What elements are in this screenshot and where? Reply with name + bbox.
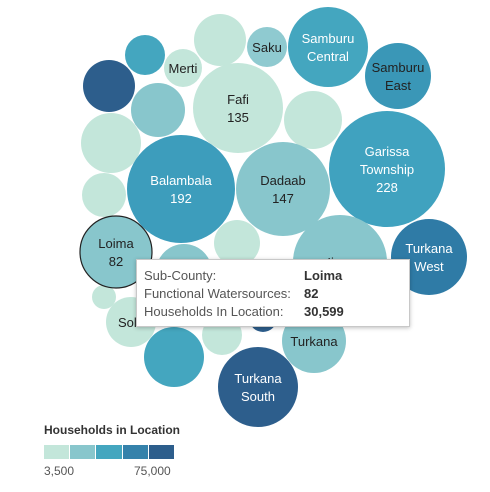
tooltip: Sub-County: Loima Functional Watersource… bbox=[136, 259, 410, 327]
bubble-circle[interactable] bbox=[127, 135, 235, 243]
bubble-unlabeled-20[interactable] bbox=[82, 173, 126, 217]
tooltip-key: Households In Location: bbox=[144, 304, 284, 319]
bubble-label: Turkana South bbox=[234, 371, 282, 404]
bubble-circle[interactable] bbox=[214, 220, 260, 266]
bubble-unlabeled-23[interactable] bbox=[92, 285, 116, 309]
bubble-label: Samburu Central bbox=[302, 31, 355, 64]
legend-min-label: 3,500 bbox=[44, 464, 75, 478]
bubble-unlabeled-24[interactable] bbox=[144, 327, 204, 387]
bubble-label: Loima 82 bbox=[98, 236, 134, 269]
tooltip-key: Functional Watersources: bbox=[144, 286, 291, 301]
bubble-turkana-south[interactable]: Turkana South bbox=[218, 347, 298, 427]
bubble-label: Samburu East bbox=[372, 60, 425, 93]
bubble-dadaab[interactable]: Dadaab 147 bbox=[236, 142, 330, 236]
bubble-label: Merti bbox=[169, 61, 198, 76]
legend-title: Households in Location bbox=[44, 423, 181, 437]
tooltip-key: Sub-County: bbox=[144, 268, 217, 283]
bubble-loima[interactable]: Loima 82 bbox=[79, 215, 153, 289]
color-legend: Households in Location 3,500 75,000 bbox=[44, 423, 184, 483]
legend-swatches bbox=[44, 445, 175, 459]
bubble-circle[interactable] bbox=[247, 27, 287, 67]
bubble-circle[interactable] bbox=[284, 91, 342, 149]
legend-swatch-2 bbox=[96, 445, 122, 459]
bubble-circle[interactable] bbox=[92, 285, 116, 309]
bubble-circle[interactable] bbox=[391, 219, 467, 295]
bubble-fafi[interactable]: Fafi 135 bbox=[193, 63, 283, 153]
bubble-samburu-central[interactable]: Samburu Central bbox=[288, 7, 368, 87]
bubble-circle[interactable] bbox=[131, 83, 185, 137]
bubble-circle[interactable] bbox=[79, 215, 153, 289]
bubble-label: Fafi 135 bbox=[227, 92, 249, 125]
legend-swatch-0 bbox=[44, 445, 70, 459]
tooltip-value: 30,599 bbox=[304, 304, 344, 319]
bubble-circle[interactable] bbox=[83, 60, 135, 112]
bubble-label: Saku bbox=[252, 40, 282, 55]
legend-swatch-3 bbox=[122, 445, 148, 459]
bubble-unlabeled-15[interactable] bbox=[125, 35, 165, 75]
bubble-circle[interactable] bbox=[164, 49, 202, 87]
bubble-samburu-east[interactable]: Samburu East bbox=[365, 43, 431, 109]
bubble-circle[interactable] bbox=[193, 63, 283, 153]
bubble-circle[interactable] bbox=[218, 347, 298, 427]
bubble-circle[interactable] bbox=[82, 173, 126, 217]
bubble-saku[interactable]: Saku bbox=[247, 27, 287, 67]
bubble-unlabeled-14[interactable] bbox=[194, 14, 246, 66]
bubble-label: Turkana West bbox=[405, 241, 453, 274]
legend-max-label: 75,000 bbox=[134, 464, 171, 478]
tooltip-value: Loima bbox=[304, 268, 343, 283]
bubble-circle[interactable] bbox=[125, 35, 165, 75]
tooltip-value: 82 bbox=[304, 286, 319, 301]
bubble-unlabeled-21[interactable] bbox=[214, 220, 260, 266]
bubble-label: Balambala 192 bbox=[150, 173, 212, 206]
bubble-circle[interactable] bbox=[329, 111, 445, 227]
bubble-balambala[interactable]: Balambala 192 bbox=[127, 135, 235, 243]
bubble-garissa-township[interactable]: Garissa Township 228 bbox=[329, 111, 445, 227]
bubble-circle[interactable] bbox=[144, 327, 204, 387]
legend-swatch-4 bbox=[148, 445, 175, 459]
legend-swatch-1 bbox=[70, 445, 96, 459]
bubble-circle[interactable] bbox=[288, 7, 368, 87]
bubble-circle[interactable] bbox=[236, 142, 330, 236]
bubble-turkana-west[interactable]: Turkana West bbox=[391, 219, 467, 295]
bubble-circle[interactable] bbox=[81, 113, 141, 173]
bubble-circle[interactable] bbox=[194, 14, 246, 66]
bubble-label: Turkana bbox=[290, 334, 338, 349]
bubble-unlabeled-17[interactable] bbox=[131, 83, 185, 137]
bubble-merti[interactable]: Merti bbox=[164, 49, 202, 87]
bubble-label: Dadaab 147 bbox=[260, 173, 306, 206]
bubble-circle[interactable] bbox=[365, 43, 431, 109]
bubble-unlabeled-16[interactable] bbox=[83, 60, 135, 112]
bubble-label: Garissa Township 228 bbox=[360, 144, 414, 195]
bubble-unlabeled-19[interactable] bbox=[284, 91, 342, 149]
bubble-unlabeled-18[interactable] bbox=[81, 113, 141, 173]
